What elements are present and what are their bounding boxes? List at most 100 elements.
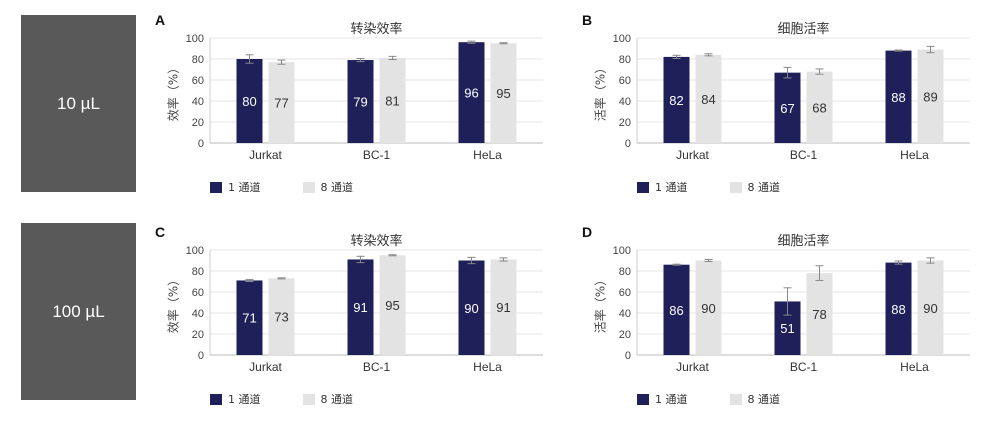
bar (663, 264, 690, 355)
bar (885, 50, 912, 143)
y-tick-label: 60 (192, 287, 204, 299)
chart-svg: 0 20 40 60 80 100 86 90 Jurkat 51 78 BC-1 88 90 HeLa (613, 245, 970, 374)
y-tick-label: 40 (619, 308, 631, 320)
legend-swatch (210, 181, 222, 193)
y-tick-label: 40 (192, 308, 204, 320)
legend: 1 通道 8 通道 (210, 391, 395, 407)
y-tick-label: 40 (619, 96, 631, 108)
bar (885, 262, 912, 355)
data-label: 84 (701, 92, 715, 107)
x-tick-label: BC-1 (790, 148, 818, 162)
legend-item: 1 通道 (210, 391, 261, 407)
legend-item: 8 通道 (302, 391, 354, 407)
x-tick-label: Jurkat (676, 360, 709, 374)
x-tick-label: HeLa (473, 148, 502, 162)
bar (458, 260, 485, 355)
bar (490, 43, 517, 143)
panel-letter: B (582, 12, 593, 28)
legend-label: 8 通道 (747, 181, 781, 194)
bar (917, 49, 944, 143)
data-label: 81 (385, 93, 399, 108)
data-label: 51 (780, 321, 794, 336)
chart-title: 细胞活率 (777, 22, 830, 37)
x-tick-label: BC-1 (790, 360, 818, 374)
legend-item: 8 通道 (729, 179, 781, 195)
data-label: 68 (812, 100, 826, 115)
legend-item: 8 通道 (302, 179, 353, 195)
bar (268, 278, 295, 355)
x-tick-label: HeLa (473, 360, 502, 374)
legend-label: 1 通道 (655, 393, 688, 406)
data-label: 89 (923, 89, 937, 104)
data-label: 91 (496, 300, 510, 315)
legend-swatch (637, 393, 649, 405)
y-tick-label: 80 (192, 266, 204, 278)
bar (379, 57, 406, 144)
legend-swatch (637, 181, 649, 193)
bar (806, 273, 833, 355)
y-tick-label: 20 (619, 329, 631, 341)
data-label: 80 (242, 94, 256, 109)
bar (774, 72, 801, 143)
data-label: 79 (353, 95, 367, 110)
bar (379, 255, 406, 355)
legend-label: 1 通道 (655, 181, 688, 194)
legend-item: 1 通道 (637, 391, 688, 407)
data-label: 86 (669, 303, 683, 318)
x-tick-label: BC-1 (363, 148, 391, 162)
y-tick-label: 0 (625, 350, 631, 362)
x-tick-label: Jurkat (676, 148, 709, 162)
y-tick-label: 100 (186, 245, 204, 257)
chart-title: 转染效率 (350, 22, 403, 37)
y-tick-label: 60 (619, 287, 631, 299)
legend: 1 通道 8 通道 (210, 179, 395, 195)
bar (695, 260, 722, 355)
legend-swatch (729, 181, 742, 193)
legend-label: 1 通道 (228, 181, 261, 194)
bar (917, 260, 944, 355)
y-axis-label: 效率（%） (166, 61, 181, 121)
legend-item: 8 通道 (729, 391, 780, 407)
chart-svg: 0 20 40 60 80 100 80 77 Jurkat 79 81 BC-1 96 95 HeLa (186, 33, 543, 162)
bar (236, 59, 263, 143)
bar (458, 42, 485, 144)
legend-label: 8 通道 (320, 393, 354, 406)
y-tick-label: 20 (192, 117, 204, 129)
y-tick-label: 80 (192, 54, 204, 66)
bar (490, 259, 517, 355)
data-label: 88 (891, 90, 905, 105)
legend-swatch (210, 393, 222, 405)
y-axis-label: 活率（%） (593, 61, 608, 121)
panel-letter: D (582, 224, 593, 240)
data-label: 73 (274, 310, 288, 325)
data-label: 71 (242, 311, 256, 326)
legend: 1 通道 8 通道 (637, 391, 822, 407)
y-tick-label: 40 (192, 96, 204, 108)
legend-swatch (302, 393, 315, 405)
row-label-10ul: 10 µL (21, 15, 136, 192)
data-label: 91 (353, 300, 367, 315)
x-tick-label: BC-1 (363, 360, 391, 374)
chart-svg: 0 20 40 60 80 100 82 84 Jurkat 67 68 BC-1 88 89 HeLa (613, 33, 970, 162)
bar (695, 54, 722, 143)
legend-label: 1 通道 (228, 393, 261, 406)
y-tick-label: 100 (186, 33, 204, 45)
x-tick-label: Jurkat (249, 360, 282, 374)
bar (236, 280, 263, 355)
data-label: 90 (464, 301, 478, 316)
x-tick-label: Jurkat (249, 148, 282, 162)
bar (806, 71, 833, 143)
y-axis-label: 活率（%） (593, 273, 608, 333)
chart-title: 转染效率 (350, 234, 403, 249)
legend-item: 1 通道 (637, 179, 688, 195)
legend-swatch (302, 181, 315, 193)
x-tick-label: HeLa (900, 148, 929, 162)
panel-letter: C (155, 224, 166, 240)
y-tick-label: 60 (619, 75, 631, 87)
data-label: 82 (669, 93, 683, 108)
chart-panel-a: 0 20 40 60 80 100 80 77 Jurkat 79 81 BC-1 96 95 HeLa A 转… (155, 12, 555, 202)
chart-title: 细胞活率 (777, 234, 830, 249)
legend-swatch (729, 393, 742, 405)
y-axis-label: 效率（%） (166, 273, 181, 333)
y-tick-label: 80 (619, 266, 631, 278)
